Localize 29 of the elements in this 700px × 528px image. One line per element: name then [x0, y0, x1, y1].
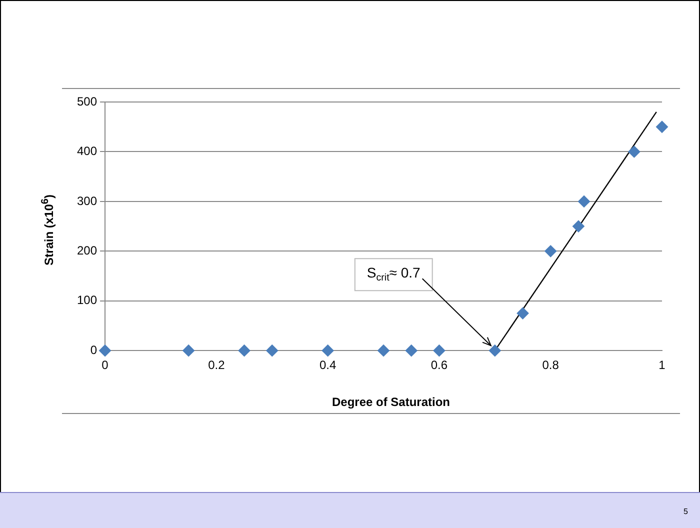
point	[544, 245, 557, 258]
x-axis-title: Degree of Saturation	[332, 395, 450, 409]
point	[405, 344, 418, 357]
y-tick-label: 500	[76, 94, 98, 108]
text: 5	[684, 507, 688, 516]
point	[182, 344, 195, 357]
point	[628, 146, 640, 158]
y-tick-label: 400	[76, 144, 98, 158]
y-tick-label: 200	[76, 243, 98, 258]
point	[378, 344, 390, 357]
point	[238, 344, 250, 357]
x-tick-label: 0.6	[430, 358, 448, 372]
point	[516, 307, 529, 320]
y-tick-label: 0	[90, 342, 98, 357]
point	[572, 220, 584, 232]
point	[656, 120, 668, 133]
x-tick-label: 0.4	[319, 358, 336, 372]
point	[578, 195, 590, 208]
y-tick-label: 100	[76, 293, 98, 308]
point	[99, 344, 112, 357]
x-tick-label: 1	[658, 358, 666, 372]
y-tick-label: 300	[76, 194, 98, 208]
point	[433, 344, 446, 357]
x-tick-label: 0.8	[542, 358, 560, 372]
x-tick-label: 0.2	[208, 358, 226, 372]
point	[488, 344, 501, 357]
point	[266, 344, 278, 357]
x-tick-label: 0	[102, 358, 109, 372]
point	[322, 344, 334, 357]
